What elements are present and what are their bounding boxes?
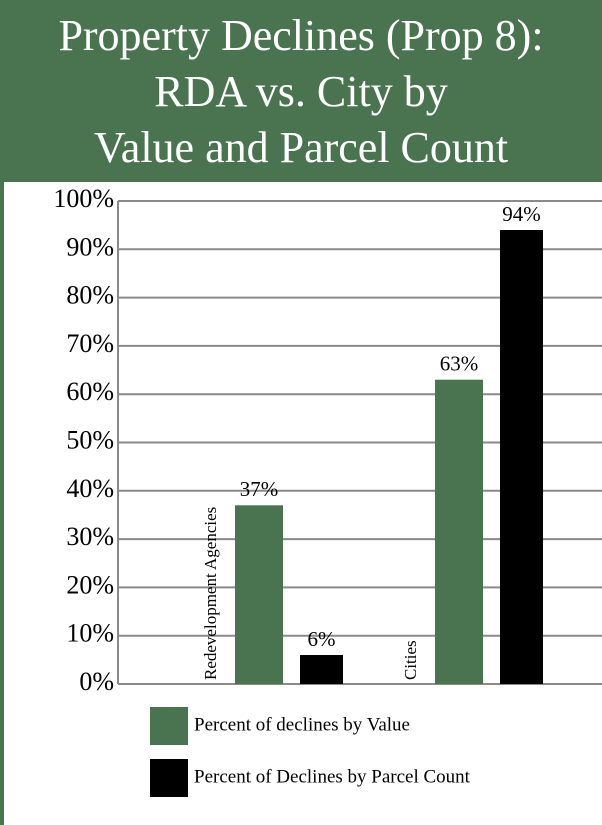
y-tick-label: 70% bbox=[66, 329, 114, 358]
y-tick-label: 10% bbox=[66, 619, 114, 648]
bar bbox=[235, 505, 283, 684]
bar bbox=[500, 229, 543, 685]
y-tick-label: 60% bbox=[66, 377, 114, 406]
data-label: 63% bbox=[440, 352, 479, 376]
left-border bbox=[0, 182, 4, 825]
title-banner bbox=[0, 0, 602, 182]
y-tick-label: 40% bbox=[66, 474, 114, 503]
y-tick-label: 100% bbox=[53, 184, 114, 213]
data-label: 37% bbox=[240, 477, 279, 501]
chart-title: RDA vs. City by bbox=[154, 67, 447, 116]
y-tick-label: 30% bbox=[66, 522, 114, 551]
category-label: Cities bbox=[401, 640, 420, 680]
y-tick-label: 50% bbox=[66, 425, 114, 454]
legend-swatch bbox=[150, 759, 188, 797]
bar bbox=[435, 379, 483, 684]
y-tick-label: 0% bbox=[79, 667, 114, 696]
legend-label: Percent of declines by Value bbox=[194, 714, 410, 735]
data-label: 6% bbox=[308, 627, 336, 651]
legend-label: Percent of Declines by Parcel Count bbox=[194, 766, 471, 787]
category-label: Redevelopment Agencies bbox=[201, 507, 220, 680]
chart-title: Value and Parcel Count bbox=[94, 123, 508, 172]
data-label: 94% bbox=[502, 202, 541, 226]
bar bbox=[300, 655, 343, 684]
y-tick-label: 80% bbox=[66, 281, 114, 310]
chart-title: Property Declines (Prop 8): bbox=[58, 11, 543, 60]
legend-swatch bbox=[150, 707, 188, 745]
y-tick-label: 20% bbox=[66, 570, 114, 599]
y-tick-label: 90% bbox=[66, 232, 114, 261]
